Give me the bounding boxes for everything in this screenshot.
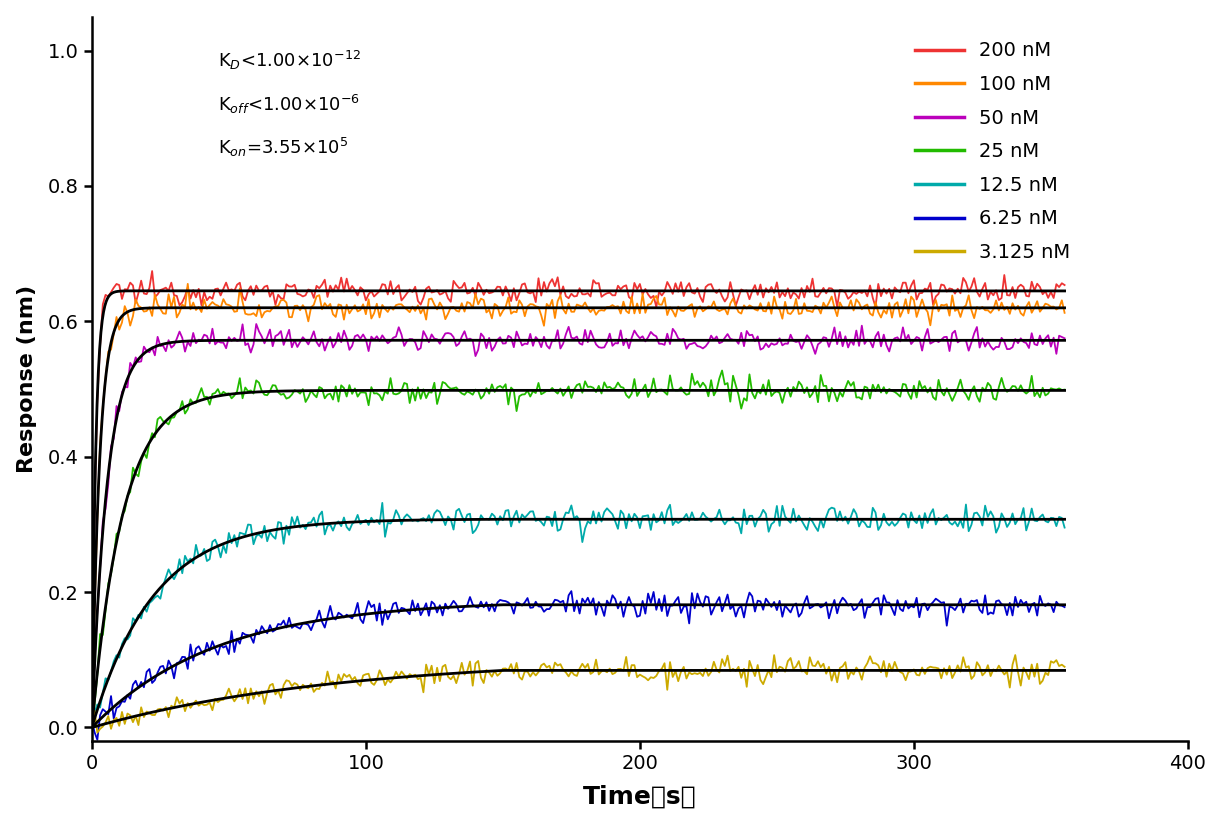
- Text: K$_{off}$<1.00×10$^{-6}$: K$_{off}$<1.00×10$^{-6}$: [218, 92, 360, 116]
- Y-axis label: Response (nm): Response (nm): [17, 285, 37, 473]
- Text: K$_D$<1.00×10$^{-12}$: K$_D$<1.00×10$^{-12}$: [218, 50, 361, 73]
- Legend: 200 nM, 100 nM, 50 nM, 25 nM, 12.5 nM, 6.25 nM, 3.125 nM: 200 nM, 100 nM, 50 nM, 25 nM, 12.5 nM, 6…: [907, 34, 1077, 270]
- Text: K$_{on}$=3.55×10$^{5}$: K$_{on}$=3.55×10$^{5}$: [218, 136, 349, 159]
- X-axis label: Time（s）: Time（s）: [583, 785, 697, 808]
